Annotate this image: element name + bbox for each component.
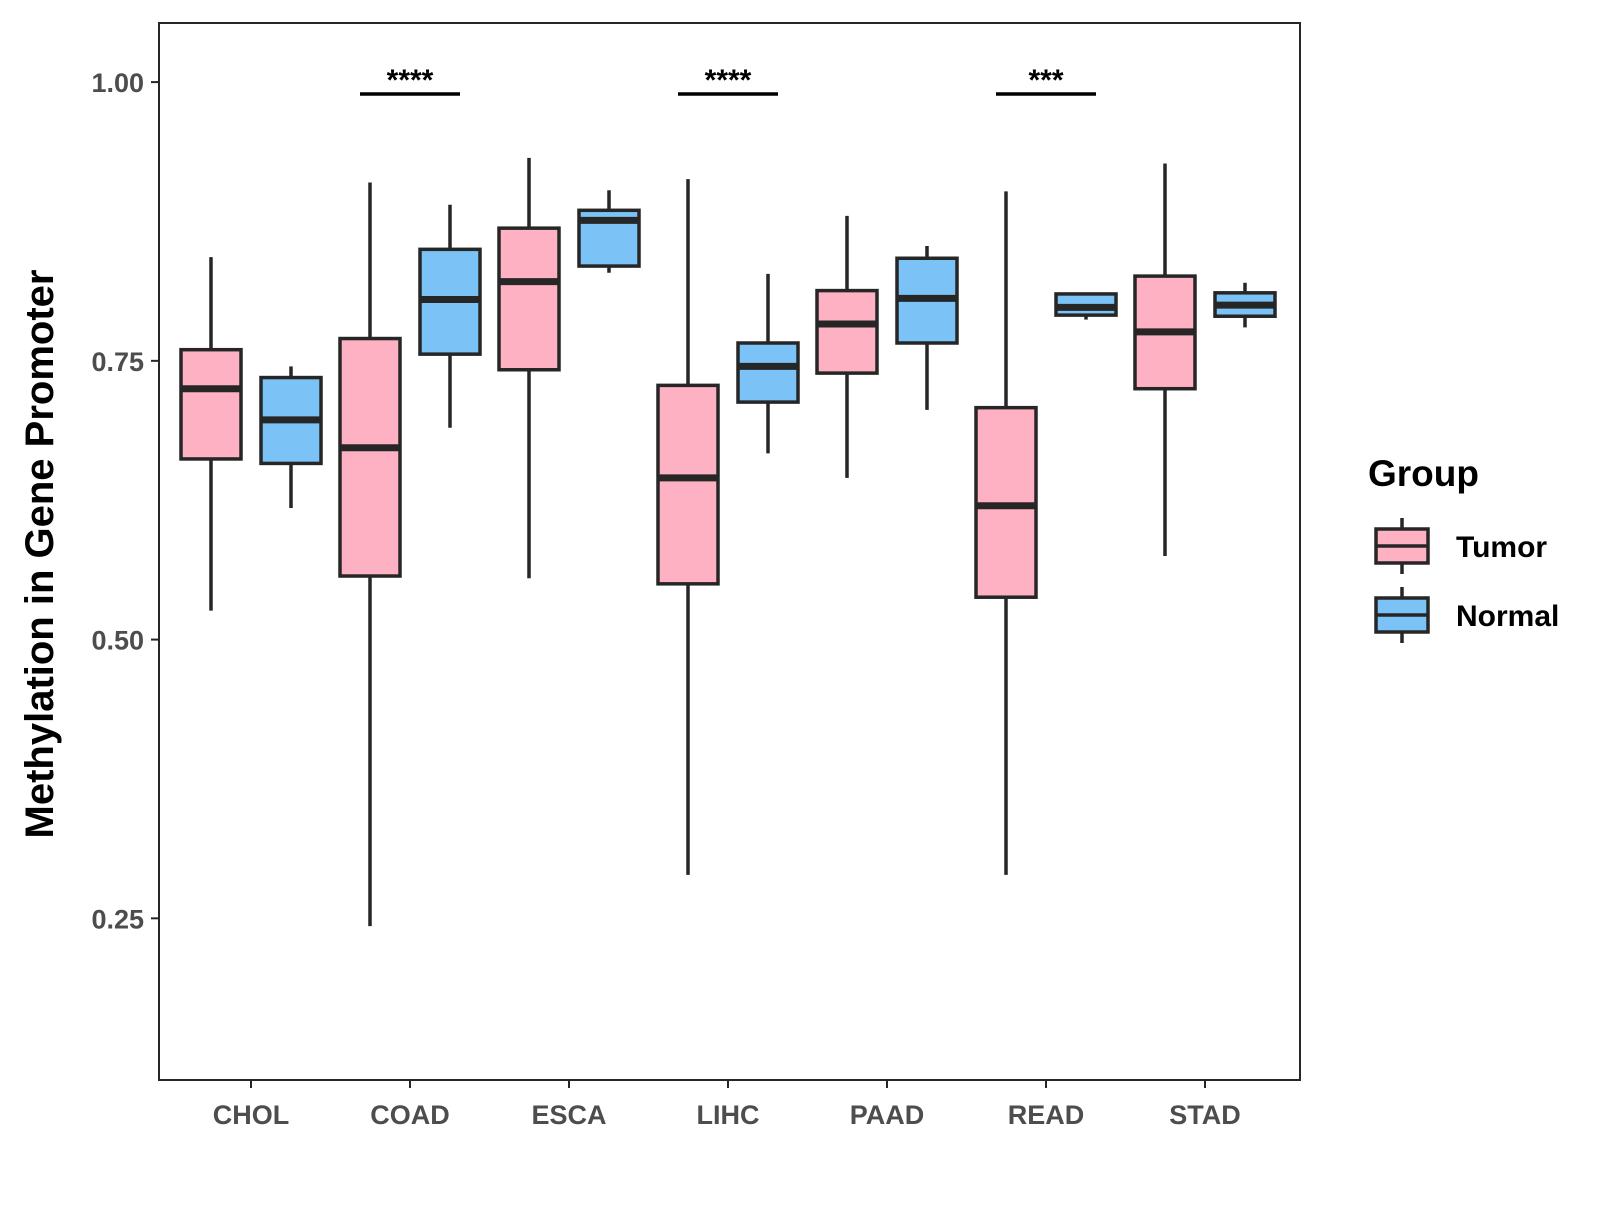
significance-read: *** [996, 64, 1096, 97]
x-tick-label: CHOL [213, 1100, 290, 1130]
box-body [815, 288, 879, 375]
tumor-box-paad [815, 215, 879, 478]
x-tick-label: STAD [1169, 1100, 1241, 1130]
normal-box-paad [895, 245, 959, 410]
significance-coad: **** [360, 64, 460, 97]
tumor-box-coad [338, 182, 402, 927]
box-body [736, 341, 800, 404]
box-body [338, 336, 402, 578]
box-body [656, 383, 720, 586]
x-axis: CHOL COAD ESCA LIHC PAAD READ STAD [213, 1080, 1241, 1130]
tumor-box-chol [179, 257, 243, 611]
x-tick-label: LIHC [697, 1100, 760, 1130]
y-axis: 0.25 0.50 0.75 1.00 [91, 68, 159, 934]
x-tick-label: COAD [370, 1100, 450, 1130]
significance-lihc: **** [678, 64, 778, 97]
normal-box-stad [1213, 282, 1277, 328]
y-tick-label: 0.75 [91, 347, 144, 377]
normal-box-lihc [736, 273, 800, 454]
tumor-box-lihc [656, 179, 720, 875]
box-body [179, 347, 243, 461]
tumor-box-stad [1133, 163, 1197, 556]
significance-label: **** [705, 64, 752, 97]
x-tick-label: PAAD [850, 1100, 925, 1130]
y-tick-label: 0.50 [91, 626, 144, 656]
y-tick-label: 1.00 [91, 68, 144, 98]
legend-label: Tumor [1456, 531, 1547, 564]
plot-content: **** **** *** [179, 64, 1277, 927]
significance-label: **** [387, 64, 434, 97]
normal-box-chol [259, 366, 323, 509]
y-tick-label: 0.25 [91, 904, 144, 934]
normal-box-esca [577, 190, 641, 273]
legend-title: Group [1368, 453, 1479, 494]
plot-panel-border [158, 22, 1301, 1081]
tumor-box-read [974, 191, 1038, 875]
tumor-box-esca [497, 157, 561, 579]
significance-label: *** [1028, 64, 1063, 97]
legend-label: Normal [1456, 600, 1559, 633]
normal-box-read [1054, 292, 1118, 320]
legend: Group Tumor Normal [1368, 453, 1559, 643]
x-tick-label: READ [1008, 1100, 1085, 1130]
box-body [497, 226, 561, 372]
y-axis-title: Methylation in Gene Promoter [18, 270, 62, 839]
normal-box-coad [418, 204, 482, 428]
legend-entry-normal: Normal [1374, 587, 1559, 643]
legend-entry-tumor: Tumor [1374, 518, 1547, 574]
x-tick-label: ESCA [531, 1100, 606, 1130]
